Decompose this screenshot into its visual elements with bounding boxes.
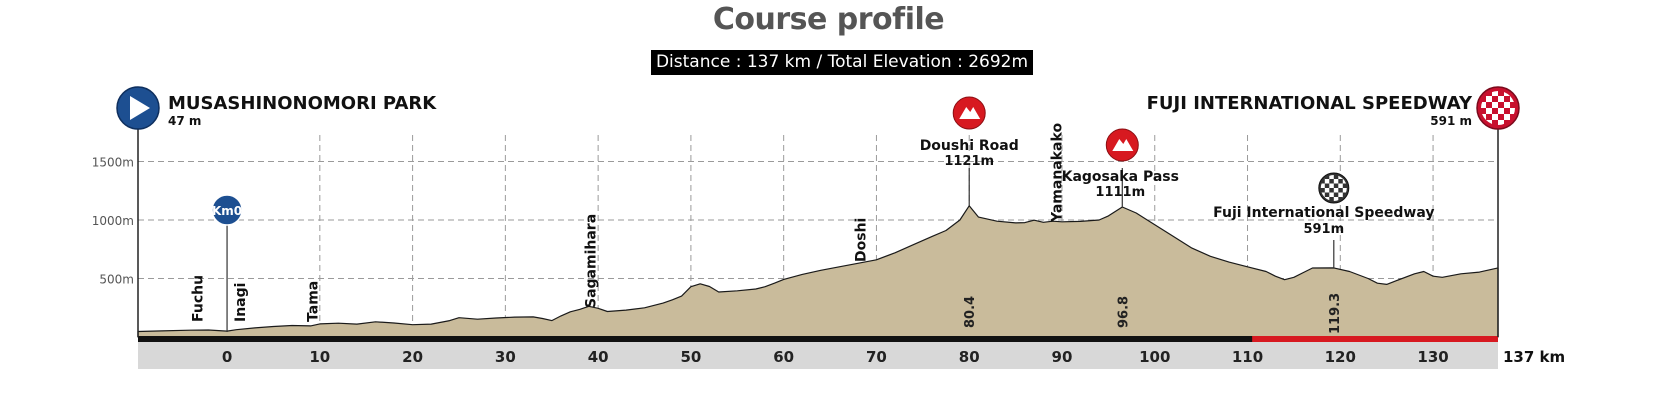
route-bar — [138, 336, 1498, 342]
start-name: MUSASHINONOMORI PARK — [168, 93, 437, 114]
checker-square — [1324, 179, 1330, 184]
finish-elevation: 591 m — [1430, 114, 1472, 128]
x-tick-label: 60 — [773, 348, 794, 366]
checker-square — [1498, 108, 1504, 114]
mountain-glyph — [959, 107, 981, 119]
climb-name: Doushi Road — [920, 138, 1019, 154]
x-tick-label: 40 — [588, 348, 609, 366]
elevation-profile-area — [137, 205, 1499, 338]
checker-square — [1320, 192, 1325, 197]
place-label: Yamanakako — [1049, 123, 1065, 223]
x-tick-label: 50 — [680, 348, 701, 366]
checker-square — [1492, 102, 1498, 108]
checker-square — [1329, 175, 1334, 179]
checker-square — [1333, 188, 1339, 193]
place-label: Sagamihara — [584, 214, 600, 308]
intermediate-finish-elevation: 591m — [1303, 222, 1344, 237]
x-tick-label: 100 — [1139, 348, 1170, 366]
climb-elevation: 1121m — [944, 154, 994, 169]
y-tick-label: 1000m — [92, 214, 134, 228]
checker-square — [1333, 197, 1339, 201]
checker-square — [1342, 188, 1347, 193]
checker-square — [1329, 183, 1334, 188]
finish-name: FUJI INTERNATIONAL SPEEDWAY — [1147, 93, 1473, 114]
x-tick-label: 80 — [959, 348, 980, 366]
y-tick-label: 500m — [99, 273, 134, 287]
x-axis-band — [138, 337, 1498, 369]
checker-square — [1510, 108, 1515, 114]
checker-square — [1492, 91, 1498, 96]
place-label: Fuchu — [190, 275, 206, 322]
chart-title: Course profile — [712, 2, 945, 37]
intermediate-checker — [1320, 175, 1347, 201]
place-label: Inagi — [233, 283, 249, 322]
x-tick-label: 70 — [866, 348, 887, 366]
checker-square — [1324, 197, 1330, 201]
y-tick-label: 1500m — [92, 156, 134, 170]
intermediate-finish-name: Fuji International Speedway — [1213, 205, 1434, 221]
checker-square — [1338, 192, 1343, 197]
x-tick-label: 30 — [495, 348, 516, 366]
climb-elevation: 1111m — [1095, 185, 1145, 200]
checker-square — [1320, 183, 1325, 188]
checker-square — [1486, 108, 1492, 114]
checker-square — [1481, 102, 1486, 108]
checker-square — [1338, 183, 1343, 188]
km0-marker — [211, 194, 243, 226]
climb-name: Kagosaka Pass — [1062, 169, 1179, 185]
checker-square — [1504, 102, 1510, 108]
climb-km-label: 80.4 — [963, 296, 978, 328]
x-tick-label: 130 — [1417, 348, 1448, 366]
checker-square — [1342, 179, 1347, 184]
checker-square — [1492, 114, 1498, 120]
start-elevation: 47 m — [168, 114, 201, 128]
final-circuit-bar — [1252, 336, 1498, 342]
finish-flag-icon — [1476, 86, 1520, 130]
x-tick-label: 20 — [402, 348, 423, 366]
checker-square — [1498, 96, 1504, 102]
checker-square — [1338, 175, 1343, 179]
place-label: Doshi — [854, 218, 870, 262]
x-tick-label: 110 — [1232, 348, 1263, 366]
x-tick-label: 120 — [1325, 348, 1356, 366]
x-tick-label: 10 — [309, 348, 330, 366]
chart-subtitle: Distance : 137 km / Total Elevation : 26… — [651, 50, 1033, 75]
x-tick-label: 90 — [1052, 348, 1073, 366]
place-label: Tama — [305, 281, 321, 322]
checker-square — [1498, 120, 1504, 125]
checker-square — [1333, 179, 1339, 184]
play-arrow-icon — [130, 96, 150, 120]
intermediate-finish-icon — [1318, 172, 1350, 204]
mountain-glyph — [1112, 139, 1134, 151]
climb-km-label: 96.8 — [1116, 296, 1131, 328]
checker-square — [1329, 192, 1334, 197]
checker-square — [1504, 114, 1510, 120]
checker-square — [1486, 96, 1492, 102]
checker-square — [1324, 188, 1330, 193]
intermediate-finish-km-label: 119.3 — [1328, 293, 1343, 334]
x-axis-end-label: 137 km — [1503, 348, 1565, 366]
km0-marker-label: Km0 — [212, 204, 242, 218]
x-tick-label: 0 — [222, 348, 232, 366]
